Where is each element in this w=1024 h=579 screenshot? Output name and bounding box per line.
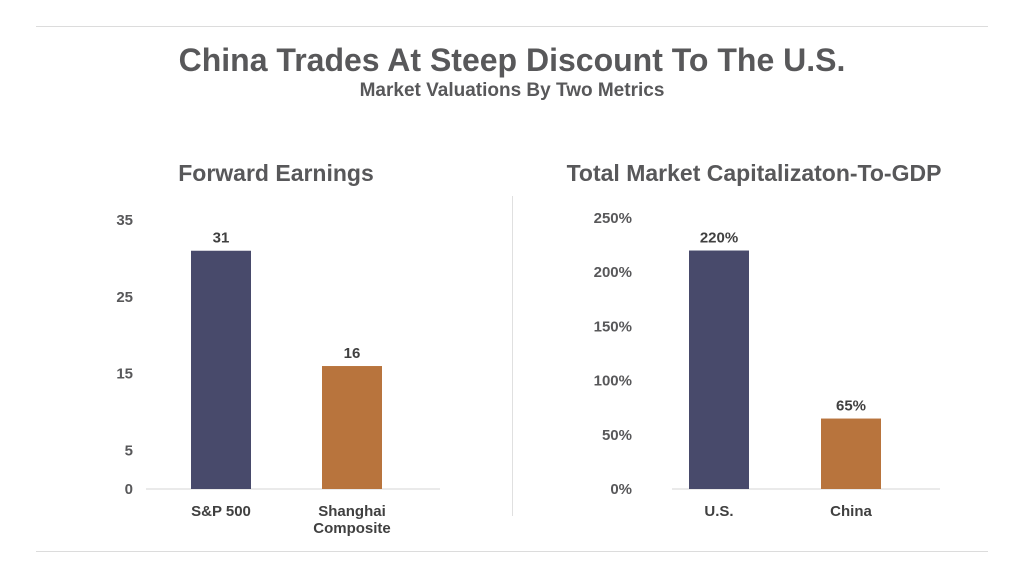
forward-earnings-bar-0 <box>191 250 251 489</box>
market-cap-to-gdp-ytick-label: 50% <box>602 427 632 444</box>
market-cap-to-gdp-category-label-1: China <box>830 503 872 520</box>
market-cap-to-gdp-bar-1 <box>821 418 881 489</box>
forward-earnings-ytick-label: 15 <box>116 366 133 383</box>
market-cap-to-gdp-data-label-1: 65% <box>836 398 866 415</box>
market-cap-to-gdp-data-label-0: 220% <box>700 230 738 247</box>
chart-title-forward-earnings: Forward Earnings <box>178 160 374 186</box>
market-cap-to-gdp-ytick-label: 150% <box>594 318 632 335</box>
market-cap-to-gdp-ytick-label: 100% <box>594 373 632 390</box>
chart-title-market-cap-to-gdp: Total Market Capitalizaton-To-GDP <box>566 160 942 186</box>
forward-earnings-ytick-label: 35 <box>116 212 133 229</box>
bottom-rule <box>36 551 988 552</box>
chart-divider <box>512 196 513 516</box>
forward-earnings-ytick-label: 0 <box>125 481 133 498</box>
forward-earnings-data-label-1: 16 <box>344 345 361 362</box>
market-cap-to-gdp-category-label-0: U.S. <box>704 503 733 520</box>
market-cap-to-gdp-ytick-label: 200% <box>594 264 632 281</box>
forward-earnings-category-label-0: S&P 500 <box>191 503 251 520</box>
forward-earnings-bar-1 <box>322 366 382 489</box>
top-rule <box>36 26 988 27</box>
page-subtitle: Market Valuations By Two Metrics <box>359 80 665 101</box>
forward-earnings-ytick-label: 5 <box>125 443 133 460</box>
market-cap-to-gdp-bar-0 <box>689 250 749 489</box>
forward-earnings-category-label-1: Composite <box>313 520 391 537</box>
forward-earnings-ytick-label: 25 <box>116 289 133 306</box>
market-cap-to-gdp-ytick-label: 250% <box>594 210 632 227</box>
forward-earnings-data-label-0: 31 <box>213 230 230 247</box>
forward-earnings-category-label-1: Shanghai <box>318 503 386 520</box>
page-title: China Trades At Steep Discount To The U.… <box>178 42 846 78</box>
market-cap-to-gdp-ytick-label: 0% <box>610 481 632 498</box>
